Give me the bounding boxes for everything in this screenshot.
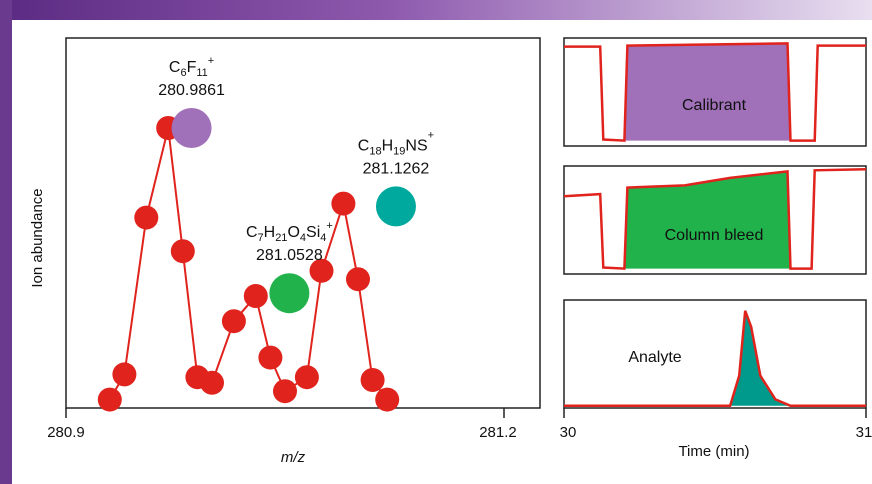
time-axis-label: Time (min) — [678, 443, 749, 460]
time-tick-label-left: 30 — [560, 424, 577, 441]
spectrum-point — [258, 345, 283, 370]
spectrum-point — [331, 191, 356, 216]
spectrum-point — [360, 368, 385, 392]
x-tick-label-left: 280.9 — [47, 424, 85, 441]
spectrum-point — [309, 258, 334, 283]
spectrum-point — [273, 379, 297, 404]
mass-spectrum-panel: 280.9 281.2 m/z Ion abundance C6F11+ 280.… — [29, 37, 541, 466]
top-decorative-band — [0, 0, 872, 20]
peak-formula: C6F11+ — [169, 55, 214, 79]
spectrum-point — [221, 309, 246, 334]
panel-trace — [563, 167, 867, 270]
spectrum-point — [134, 205, 159, 230]
x-tick-label-right: 281.2 — [479, 424, 517, 441]
panel-label: Column bleed — [665, 227, 764, 244]
analyte-panel: Analyte — [563, 299, 867, 409]
time-tick-label-right: 31 — [856, 424, 872, 441]
left-decorative-band — [0, 0, 12, 484]
highlighted-peak-marker — [171, 108, 212, 148]
spectrum-point — [294, 365, 319, 390]
spectrum-point — [375, 387, 400, 412]
y-axis-label: Ion abundance — [29, 188, 46, 287]
x-axis-label: m/z — [281, 449, 306, 466]
spectrum-point — [243, 284, 268, 308]
column-bleed-panel: Column bleed — [563, 165, 867, 275]
peak-mass: 280.9861 — [158, 82, 225, 99]
spectrum-point — [170, 239, 195, 264]
panel-frame — [563, 37, 867, 147]
peak-labels: C6F11+ 280.9861 C7H21O4Si4+ 281.0528 C18H19N… — [158, 55, 434, 264]
mass-spectrum-frame — [65, 37, 541, 409]
panel-label: Calibrant — [682, 97, 747, 114]
spectrum-line — [108, 127, 389, 401]
panel-trace — [564, 310, 866, 408]
panel-fill-area — [730, 310, 791, 406]
spectrum-point — [200, 370, 224, 395]
highlighted-peak-marker — [375, 186, 416, 227]
panel-trace — [564, 42, 866, 142]
calibrant-panel: Calibrant — [563, 37, 867, 147]
panel-frame — [563, 299, 867, 409]
spectrum-point — [346, 267, 370, 292]
panel-fill-area — [624, 171, 791, 269]
spectrum-point — [97, 387, 122, 412]
peak-formula: C18H19NS+ — [358, 129, 434, 157]
spectrum-point — [112, 362, 137, 387]
panel-label: Analyte — [628, 349, 681, 366]
peak-formula: C7H21O4Si4+ — [246, 220, 333, 244]
panel-frame — [563, 165, 867, 275]
panel-fill-area — [624, 43, 791, 141]
spectrum-points — [97, 108, 416, 412]
highlighted-peak-marker — [269, 273, 310, 314]
peak-mass: 281.1262 — [363, 160, 430, 177]
spectrum-trace — [108, 127, 389, 401]
peak-mass: 281.0528 — [256, 247, 323, 264]
